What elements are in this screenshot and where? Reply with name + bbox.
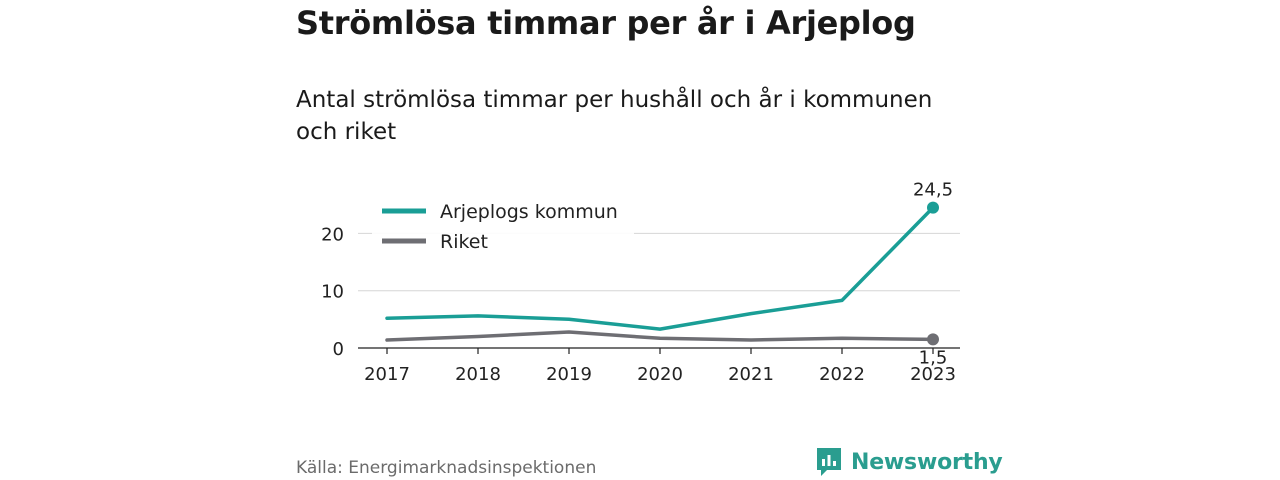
legend-label: Arjeplogs kommun [440,201,618,223]
x-tick-label: 2023 [910,364,956,385]
y-axis: 0 10 20 [321,224,344,360]
brand-name: Newsworthy [851,449,1003,475]
x-tick-label: 2017 [364,364,410,385]
legend-label: Riket [440,231,488,253]
x-tick-label: 2021 [728,364,774,385]
end-value-label: 1,5 [919,347,948,368]
series-line [385,205,935,331]
x-tick-label: 2018 [455,364,501,385]
y-tick-label: 0 [333,339,344,360]
series-end-point [927,201,939,214]
brand: Newsworthy [815,446,1003,478]
y-tick-label: 20 [321,224,344,245]
series-lines: 24,5 1,5 [385,180,953,368]
x-tick-label: 2020 [637,364,683,385]
legend: Arjeplogs kommun Riket [372,195,634,255]
x-tick-label: 2019 [546,364,592,385]
x-tick-label: 2022 [819,364,865,385]
line-chart: 0 10 20 2017 2018 2019 2020 2021 2022 2023 24,5 1… [321,180,960,385]
end-value-label: 24,5 [913,180,953,201]
chart-title: Strömlösa timmar per år i Arjeplog [296,4,916,42]
series-line [385,330,935,342]
series-end-point [927,333,939,346]
chart-subtitle: Antal strömlösa timmar per hushåll och å… [296,87,933,145]
y-tick-label: 10 [321,282,344,303]
x-axis: 2017 2018 2019 2020 2021 2022 2023 [364,348,956,385]
source-note: Källa: Energimarknadsinspektionen [296,458,597,478]
newsworthy-logo-icon [817,448,841,476]
